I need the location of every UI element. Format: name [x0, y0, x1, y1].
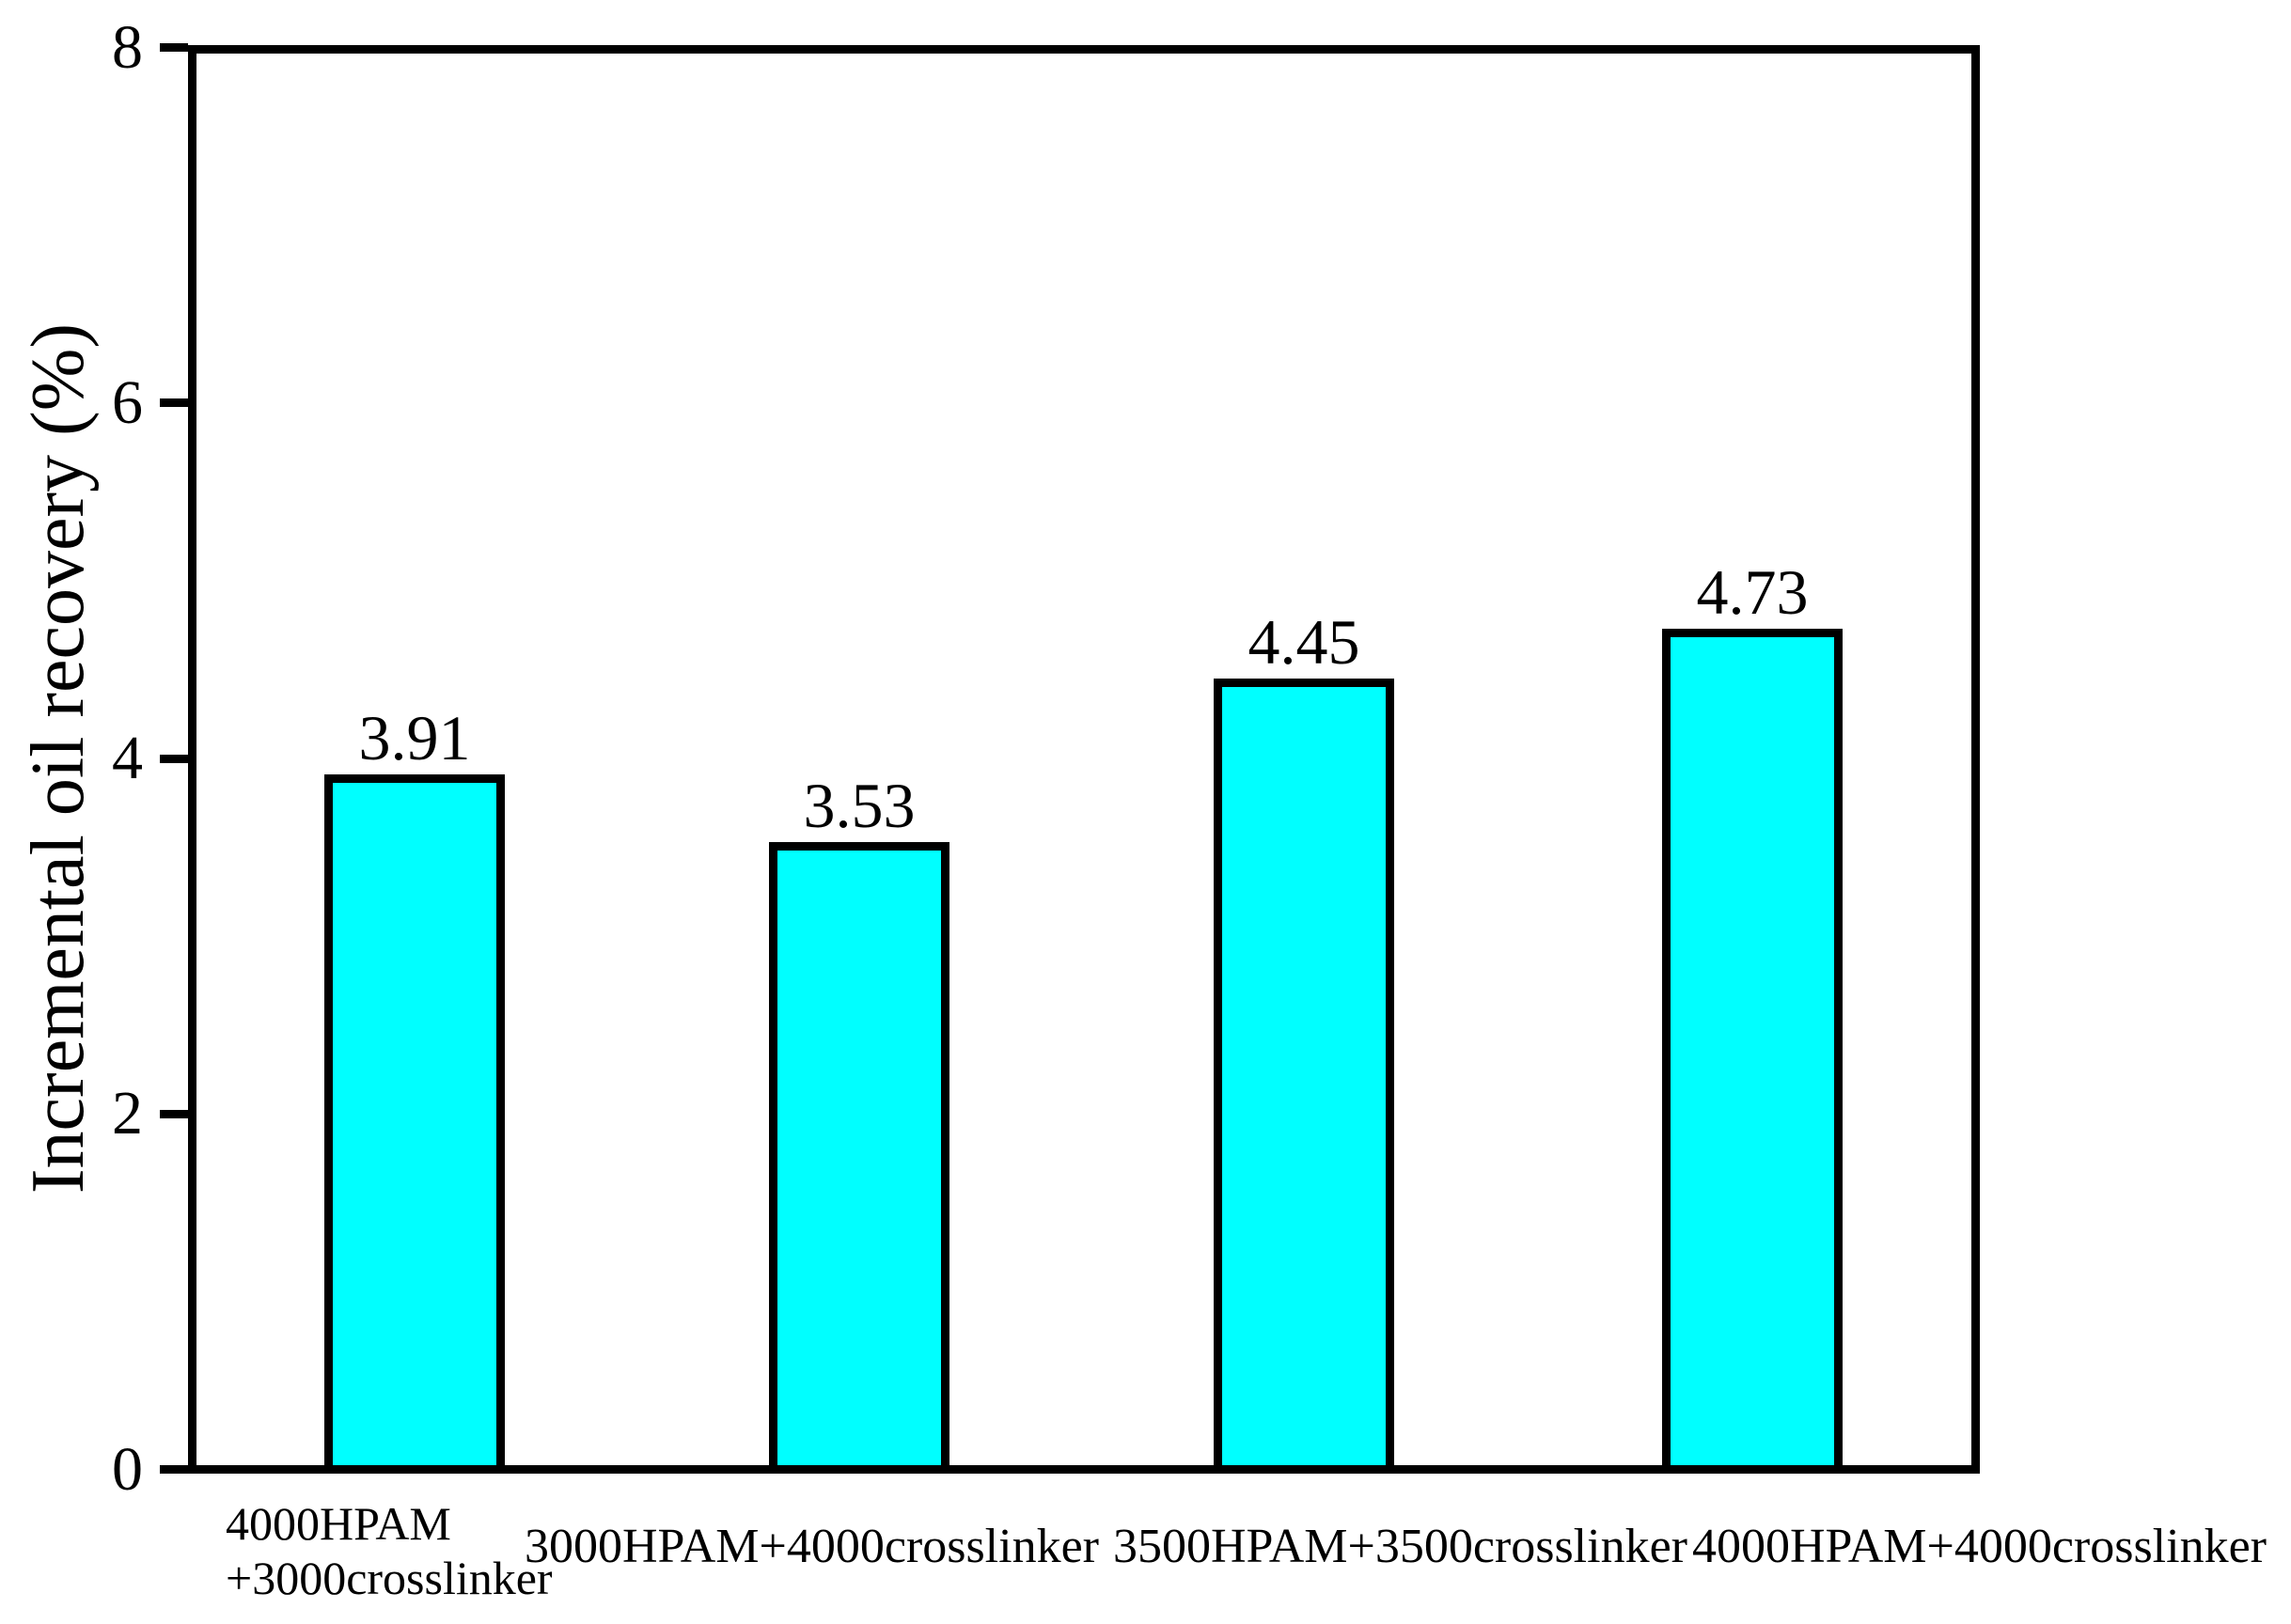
- y-tick-label-2: 2: [112, 1079, 143, 1148]
- bar-value-label-2: 3.53: [803, 769, 916, 841]
- y-tick-label-0: 0: [112, 1434, 143, 1504]
- x-tick-label-3: 3500HPAM+3500crosslinker: [1113, 1520, 1687, 1573]
- bar-3: [1214, 679, 1394, 1474]
- y-tick-label-6: 6: [112, 367, 143, 437]
- bar-4: [1662, 629, 1843, 1474]
- bar-value-label-3: 4.45: [1247, 606, 1360, 678]
- bar-value-label-1: 3.91: [358, 702, 471, 774]
- y-tick-0: [160, 1465, 188, 1474]
- y-tick-8: [160, 43, 188, 53]
- plot-area: 3.91 3.53 4.45 4.73: [196, 54, 1971, 1474]
- y-tick-6: [160, 398, 188, 408]
- y-tick-2: [160, 1109, 188, 1118]
- bar-1: [324, 774, 505, 1474]
- bar-value-label-4: 4.73: [1696, 556, 1809, 629]
- y-tick-label-4: 4: [112, 724, 143, 793]
- x-tick-label-1: 4000HPAM +3000crosslinker: [226, 1497, 553, 1604]
- y-tick-label-8: 8: [112, 12, 143, 82]
- x-tick-label-4: 4000HPAM+4000crosslinker: [1692, 1520, 2267, 1573]
- plot-border: [188, 45, 1980, 1474]
- y-tick-4: [160, 754, 188, 763]
- x-tick-label-2: 3000HPAM+4000crosslinker: [525, 1520, 1099, 1573]
- bar-2: [769, 841, 949, 1474]
